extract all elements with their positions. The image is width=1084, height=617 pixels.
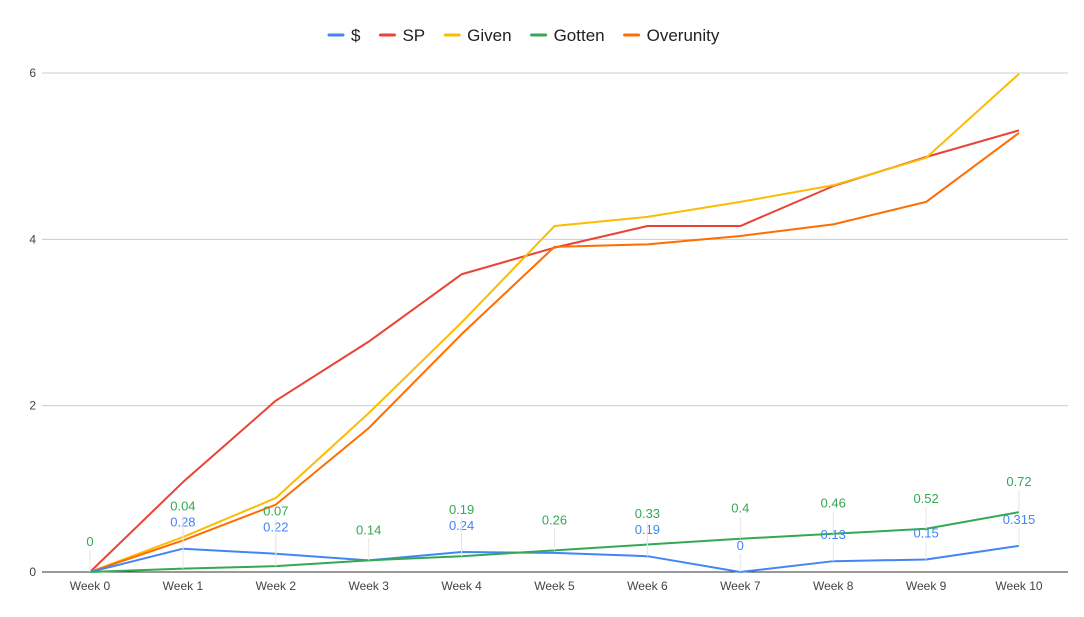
series-line-dollar [89, 544, 1020, 573]
x-tick-label: Week 9 [906, 579, 947, 593]
data-label: 0.46 [821, 496, 846, 511]
data-label: 0.315 [1003, 512, 1036, 527]
data-label: 0.13 [821, 527, 846, 542]
x-tick-label: Week 6 [627, 579, 668, 593]
series-line-overunity [89, 132, 1020, 573]
data-label: 0.52 [913, 491, 938, 506]
y-tick-label: 2 [29, 399, 36, 413]
x-tick-label: Week 2 [256, 579, 297, 593]
legend-label: $ [351, 26, 361, 45]
x-tick-label: Week 7 [720, 579, 761, 593]
legend-label: SP [402, 26, 425, 45]
y-tick-label: 0 [29, 565, 36, 579]
y-tick-label: 6 [29, 66, 36, 80]
y-axis-ticks: 0 2 4 6 [29, 66, 36, 579]
x-tick-label: Week 8 [813, 579, 854, 593]
x-tick-label: Week 10 [995, 579, 1042, 593]
data-label: 0.19 [449, 502, 474, 517]
data-label: 0.04 [170, 499, 195, 514]
series-lines [89, 73, 1020, 573]
data-label: 0.26 [542, 512, 567, 527]
data-label: 0.33 [635, 506, 660, 521]
data-label: 0.07 [263, 504, 288, 519]
x-tick-label: Week 1 [163, 579, 204, 593]
y-tick-label: 4 [29, 232, 36, 246]
x-tick-label: Week 3 [348, 579, 389, 593]
legend-label: Gotten [554, 26, 605, 45]
gridlines [42, 72, 1068, 573]
series-line-sp [89, 129, 1020, 573]
legend-label: Overunity [647, 26, 720, 45]
series-line-given [89, 73, 1020, 573]
data-label: 0.4 [731, 501, 749, 516]
x-tick-label: Week 5 [534, 579, 575, 593]
data-label: 0.72 [1006, 474, 1031, 489]
data-label: 0.15 [913, 526, 938, 541]
data-labels: 00.280.040.220.070.14 0.240.190.260.190.3… [86, 474, 1035, 572]
data-label: 0.14 [356, 522, 381, 537]
data-label: 0 [86, 534, 93, 549]
x-tick-label: Week 0 [70, 579, 111, 593]
x-tick-label: Week 4 [441, 579, 482, 593]
legend: $ SP Given Gotten Overunity [327, 26, 720, 45]
x-axis-ticks: Week 0 Week 1 Week 2 Week 3 Week 4 Week 5 Week… [70, 579, 1043, 593]
data-label: 0 [737, 538, 744, 553]
legend-label: Given [467, 26, 511, 45]
